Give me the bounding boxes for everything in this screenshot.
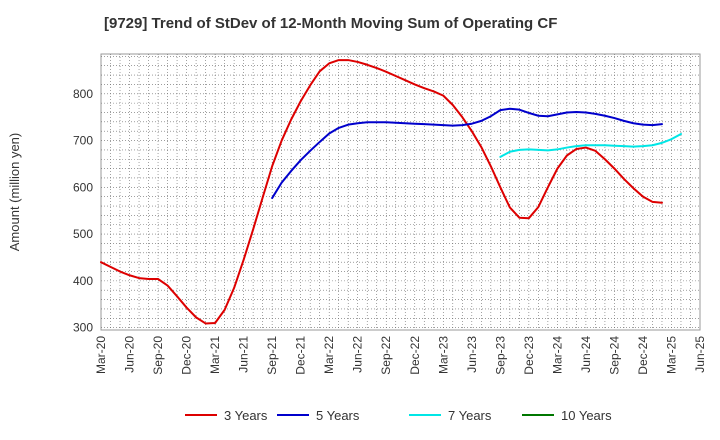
- x-tick-label: Mar-24: [550, 336, 564, 374]
- plot-area: [100, 53, 701, 331]
- x-tick-label: Sep-23: [493, 336, 507, 375]
- y-axis-label: Amount (million yen): [7, 133, 22, 252]
- x-tick-label: Jun-24: [579, 336, 593, 373]
- x-tick-label: Sep-22: [379, 336, 393, 375]
- x-tick-label: Sep-24: [607, 336, 621, 375]
- x-tick-label: Mar-21: [208, 336, 222, 374]
- x-tick-label: Dec-23: [522, 336, 536, 375]
- x-tick-label: Jun-20: [123, 336, 137, 373]
- series-line-7-years: [499, 132, 682, 158]
- x-tick-label: Mar-25: [664, 336, 678, 374]
- y-tick-label: 600: [73, 180, 93, 194]
- series-line-5-years: [271, 107, 663, 200]
- x-tick-label: Dec-20: [180, 336, 194, 375]
- y-tick-label: 400: [73, 274, 93, 288]
- series-line-3-years: [100, 59, 663, 325]
- grid: [101, 54, 700, 330]
- x-tick-label: Jun-22: [351, 336, 365, 373]
- legend-label: 7 Years: [448, 408, 492, 423]
- x-tick-label: Dec-24: [636, 336, 650, 375]
- series-group: [100, 59, 682, 325]
- x-tick-label: Dec-21: [294, 336, 308, 375]
- y-axis-ticks: 300 400 500 600 700 800: [73, 87, 93, 335]
- chart-title: [9729] Trend of StDev of 12-Month Moving…: [104, 15, 557, 32]
- x-tick-label: Sep-20: [151, 336, 165, 375]
- y-tick-label: 300: [73, 321, 93, 335]
- x-tick-label: Mar-20: [94, 336, 108, 374]
- y-tick-label: 700: [73, 134, 93, 148]
- x-tick-label: Sep-21: [265, 336, 279, 375]
- y-tick-label: 800: [73, 87, 93, 101]
- x-tick-label: Jun-21: [237, 336, 251, 373]
- legend-label: 10 Years: [561, 408, 612, 423]
- x-tick-label: Mar-22: [322, 336, 336, 374]
- x-tick-label: Jun-25: [693, 336, 707, 373]
- legend-label: 3 Years: [224, 408, 268, 423]
- legend: 3 Years 5 Years 7 Years 10 Years: [185, 408, 612, 423]
- x-axis-ticks: Mar-20 Jun-20 Sep-20 Dec-20 Mar-21 Jun-21 Sep-…: [94, 336, 707, 375]
- x-tick-label: Jun-23: [465, 336, 479, 373]
- legend-label: 5 Years: [316, 408, 360, 423]
- x-tick-label: Mar-23: [436, 336, 450, 374]
- x-tick-label: Dec-22: [408, 336, 422, 375]
- y-tick-label: 500: [73, 227, 93, 241]
